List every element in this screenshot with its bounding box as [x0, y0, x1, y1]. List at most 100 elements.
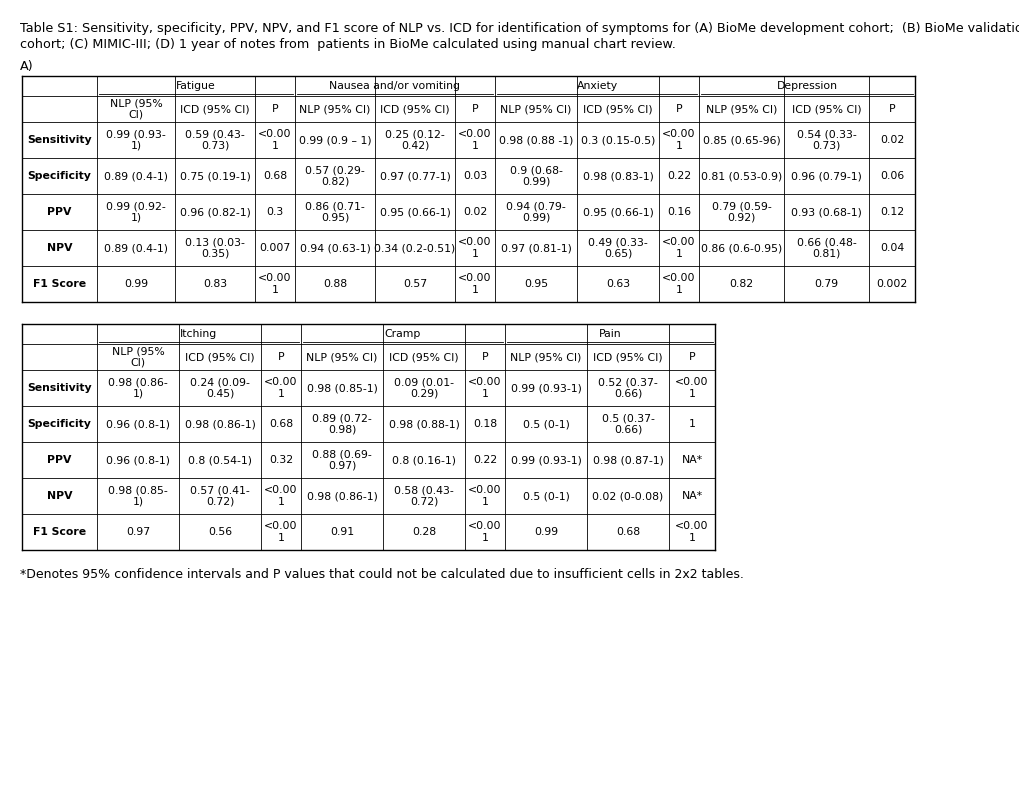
- Text: 0.98 (0.86-1): 0.98 (0.86-1): [184, 419, 255, 429]
- Text: PPV: PPV: [47, 207, 71, 217]
- Text: 0.5 (0.37-
0.66): 0.5 (0.37- 0.66): [601, 413, 654, 435]
- Text: 0.98 (0.86-1): 0.98 (0.86-1): [307, 491, 377, 501]
- Text: NLP (95% CI): NLP (95% CI): [299, 104, 370, 114]
- Text: ICD (95% CI): ICD (95% CI): [583, 104, 652, 114]
- Text: 0.93 (0.68-1): 0.93 (0.68-1): [791, 207, 861, 217]
- Text: 0.8 (0.54-1): 0.8 (0.54-1): [187, 455, 252, 465]
- Text: 0.98 (0.83-1): 0.98 (0.83-1): [582, 171, 653, 181]
- Text: P: P: [675, 104, 682, 114]
- Text: 0.3: 0.3: [266, 207, 283, 217]
- Text: 0.04: 0.04: [879, 243, 903, 253]
- Text: Specificity: Specificity: [28, 419, 92, 429]
- Text: 0.89 (0.72-
0.98): 0.89 (0.72- 0.98): [312, 413, 372, 435]
- Text: 0.99 (0.93-1): 0.99 (0.93-1): [511, 383, 581, 393]
- Text: F1 Score: F1 Score: [33, 527, 86, 537]
- Text: <0.00
1: <0.00 1: [468, 377, 501, 399]
- Text: P: P: [471, 104, 478, 114]
- Text: <0.00
1: <0.00 1: [258, 273, 291, 295]
- Text: Sensitivity: Sensitivity: [28, 135, 92, 145]
- Text: Specificity: Specificity: [28, 171, 92, 181]
- Text: 0.02: 0.02: [879, 135, 903, 145]
- Text: <0.00
1: <0.00 1: [264, 377, 298, 399]
- Text: Fatigue: Fatigue: [176, 81, 216, 91]
- Text: 0.56: 0.56: [208, 527, 232, 537]
- Text: A): A): [20, 60, 34, 73]
- Text: Nausea and/or vomiting: Nausea and/or vomiting: [329, 81, 460, 91]
- Text: NLP (95% CI): NLP (95% CI): [510, 352, 581, 362]
- Text: 0.3 (0.15-0.5): 0.3 (0.15-0.5): [580, 135, 654, 145]
- Bar: [22, 76, 914, 302]
- Text: 0.007: 0.007: [259, 243, 290, 253]
- Text: PPV: PPV: [47, 455, 71, 465]
- Text: 0.09 (0.01-
0.29): 0.09 (0.01- 0.29): [393, 377, 453, 399]
- Text: 0.98 (0.85-1): 0.98 (0.85-1): [307, 383, 377, 393]
- Text: 0.95 (0.66-1): 0.95 (0.66-1): [582, 207, 653, 217]
- Text: <0.00
1: <0.00 1: [661, 237, 695, 258]
- Text: 0.002: 0.002: [875, 279, 907, 289]
- Text: 0.89 (0.4-1): 0.89 (0.4-1): [104, 171, 168, 181]
- Text: ICD (95% CI): ICD (95% CI): [380, 104, 449, 114]
- Text: Pain: Pain: [598, 329, 621, 339]
- Text: NLP (95%
CI): NLP (95% CI): [109, 98, 162, 120]
- Text: 0.13 (0.03-
0.35): 0.13 (0.03- 0.35): [184, 237, 245, 258]
- Text: 0.5 (0-1): 0.5 (0-1): [522, 419, 569, 429]
- Text: 0.83: 0.83: [203, 279, 227, 289]
- Text: 0.22: 0.22: [473, 455, 496, 465]
- Text: ICD (95% CI): ICD (95% CI): [389, 352, 459, 362]
- Text: NPV: NPV: [47, 491, 72, 501]
- Text: 0.98 (0.88-1): 0.98 (0.88-1): [388, 419, 459, 429]
- Text: 0.81 (0.53-0.9): 0.81 (0.53-0.9): [700, 171, 782, 181]
- Text: <0.00
1: <0.00 1: [675, 521, 708, 543]
- Text: 0.9 (0.68-
0.99): 0.9 (0.68- 0.99): [510, 165, 561, 187]
- Text: 0.68: 0.68: [263, 171, 286, 181]
- Text: 0.85 (0.65-96): 0.85 (0.65-96): [702, 135, 780, 145]
- Text: 0.57 (0.29-
0.82): 0.57 (0.29- 0.82): [305, 165, 365, 187]
- Text: 0.99: 0.99: [533, 527, 557, 537]
- Text: 0.94 (0.63-1): 0.94 (0.63-1): [300, 243, 370, 253]
- Text: 0.97 (0.81-1): 0.97 (0.81-1): [500, 243, 571, 253]
- Text: Itching: Itching: [180, 329, 217, 339]
- Text: <0.00
1: <0.00 1: [675, 377, 708, 399]
- Text: 0.96 (0.82-1): 0.96 (0.82-1): [179, 207, 251, 217]
- Text: 0.32: 0.32: [269, 455, 292, 465]
- Text: NPV: NPV: [47, 243, 72, 253]
- Text: 0.8 (0.16-1): 0.8 (0.16-1): [391, 455, 455, 465]
- Text: 0.96 (0.8-1): 0.96 (0.8-1): [106, 419, 170, 429]
- Text: 0.98 (0.86-
1): 0.98 (0.86- 1): [108, 377, 168, 399]
- Text: 0.98 (0.88 -1): 0.98 (0.88 -1): [498, 135, 573, 145]
- Text: 0.94 (0.79-
0.99): 0.94 (0.79- 0.99): [505, 201, 566, 223]
- Text: 0.99 (0.93-1): 0.99 (0.93-1): [511, 455, 581, 465]
- Text: NLP (95% CI): NLP (95% CI): [500, 104, 571, 114]
- Text: Sensitivity: Sensitivity: [28, 383, 92, 393]
- Text: NLP (95% CI): NLP (95% CI): [705, 104, 776, 114]
- Text: <0.00
1: <0.00 1: [468, 485, 501, 507]
- Text: 0.16: 0.16: [666, 207, 691, 217]
- Text: 0.68: 0.68: [269, 419, 292, 429]
- Text: 0.06: 0.06: [879, 171, 903, 181]
- Text: 0.52 (0.37-
0.66): 0.52 (0.37- 0.66): [597, 377, 657, 399]
- Text: 0.95: 0.95: [524, 279, 547, 289]
- Text: 0.99: 0.99: [124, 279, 148, 289]
- Text: P: P: [481, 352, 488, 362]
- Text: ICD (95% CI): ICD (95% CI): [593, 352, 662, 362]
- Text: ICD (95% CI): ICD (95% CI): [185, 352, 255, 362]
- Text: <0.00
1: <0.00 1: [458, 237, 491, 258]
- Text: P: P: [888, 104, 895, 114]
- Text: Cramp: Cramp: [384, 329, 421, 339]
- Text: NA*: NA*: [681, 455, 702, 465]
- Text: 0.57: 0.57: [403, 279, 427, 289]
- Text: Anxiety: Anxiety: [576, 81, 616, 91]
- Text: 0.96 (0.8-1): 0.96 (0.8-1): [106, 455, 170, 465]
- Text: NA*: NA*: [681, 491, 702, 501]
- Text: 0.86 (0.6-0.95): 0.86 (0.6-0.95): [700, 243, 782, 253]
- Text: 0.98 (0.87-1): 0.98 (0.87-1): [592, 455, 662, 465]
- Text: 0.59 (0.43-
0.73): 0.59 (0.43- 0.73): [184, 129, 245, 151]
- Text: cohort; (C) MIMIC-III; (D) 1 year of notes from  patients in BioMe calculated us: cohort; (C) MIMIC-III; (D) 1 year of not…: [20, 38, 676, 51]
- Text: 0.57 (0.41-
0.72): 0.57 (0.41- 0.72): [190, 485, 250, 507]
- Text: <0.00
1: <0.00 1: [264, 521, 298, 543]
- Text: 0.34 (0.2-0.51): 0.34 (0.2-0.51): [374, 243, 455, 253]
- Text: 0.28: 0.28: [412, 527, 436, 537]
- Text: Table S1: Sensitivity, specificity, PPV, NPV, and F1 score of NLP vs. ICD for id: Table S1: Sensitivity, specificity, PPV,…: [20, 22, 1019, 35]
- Text: <0.00
1: <0.00 1: [258, 129, 291, 151]
- Text: 0.63: 0.63: [605, 279, 630, 289]
